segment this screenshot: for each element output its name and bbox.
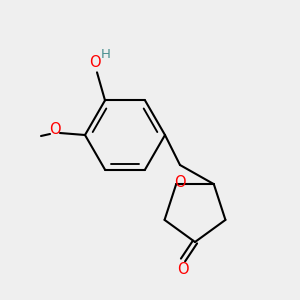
Text: O: O bbox=[49, 122, 61, 137]
Text: O: O bbox=[89, 55, 101, 70]
Text: H: H bbox=[101, 48, 111, 61]
Text: O: O bbox=[174, 175, 186, 190]
Text: O: O bbox=[177, 262, 189, 278]
